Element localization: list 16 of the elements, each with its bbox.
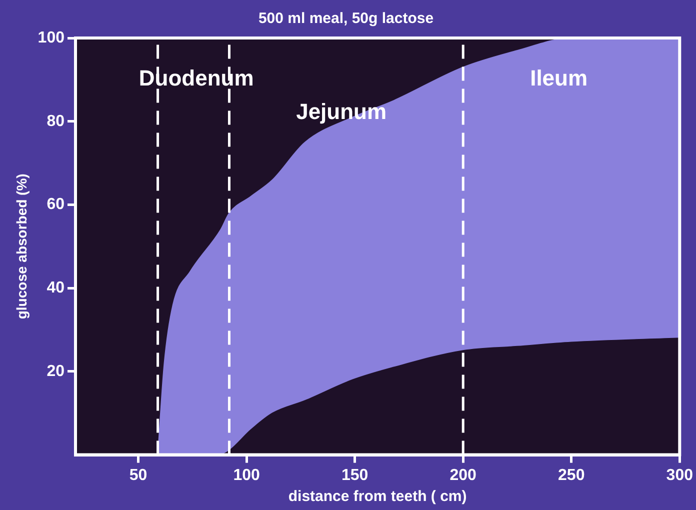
x-tick-label: 250: [558, 466, 585, 484]
y-tick-label: 80: [46, 112, 65, 130]
x-axis-title: distance from teeth ( cm): [288, 488, 467, 506]
annotation: Ileum: [530, 66, 588, 91]
y-tick-label: 40: [46, 279, 65, 296]
x-tick-label: 50: [129, 466, 148, 484]
x-tick-label: 150: [341, 466, 368, 484]
annotation: Duodenum: [138, 66, 254, 91]
y-tick-label: 100: [38, 29, 65, 46]
chart-title: 500 ml meal, 50g lactose: [258, 10, 434, 28]
x-tick-label: 100: [233, 466, 260, 484]
y-axis-title: glucose absorbed (%): [13, 174, 30, 320]
y-tick-label: 20: [46, 362, 65, 380]
x-tick-label: 300: [666, 466, 694, 484]
x-tick-label: 200: [450, 466, 477, 484]
y-tick-label: 60: [46, 196, 65, 214]
